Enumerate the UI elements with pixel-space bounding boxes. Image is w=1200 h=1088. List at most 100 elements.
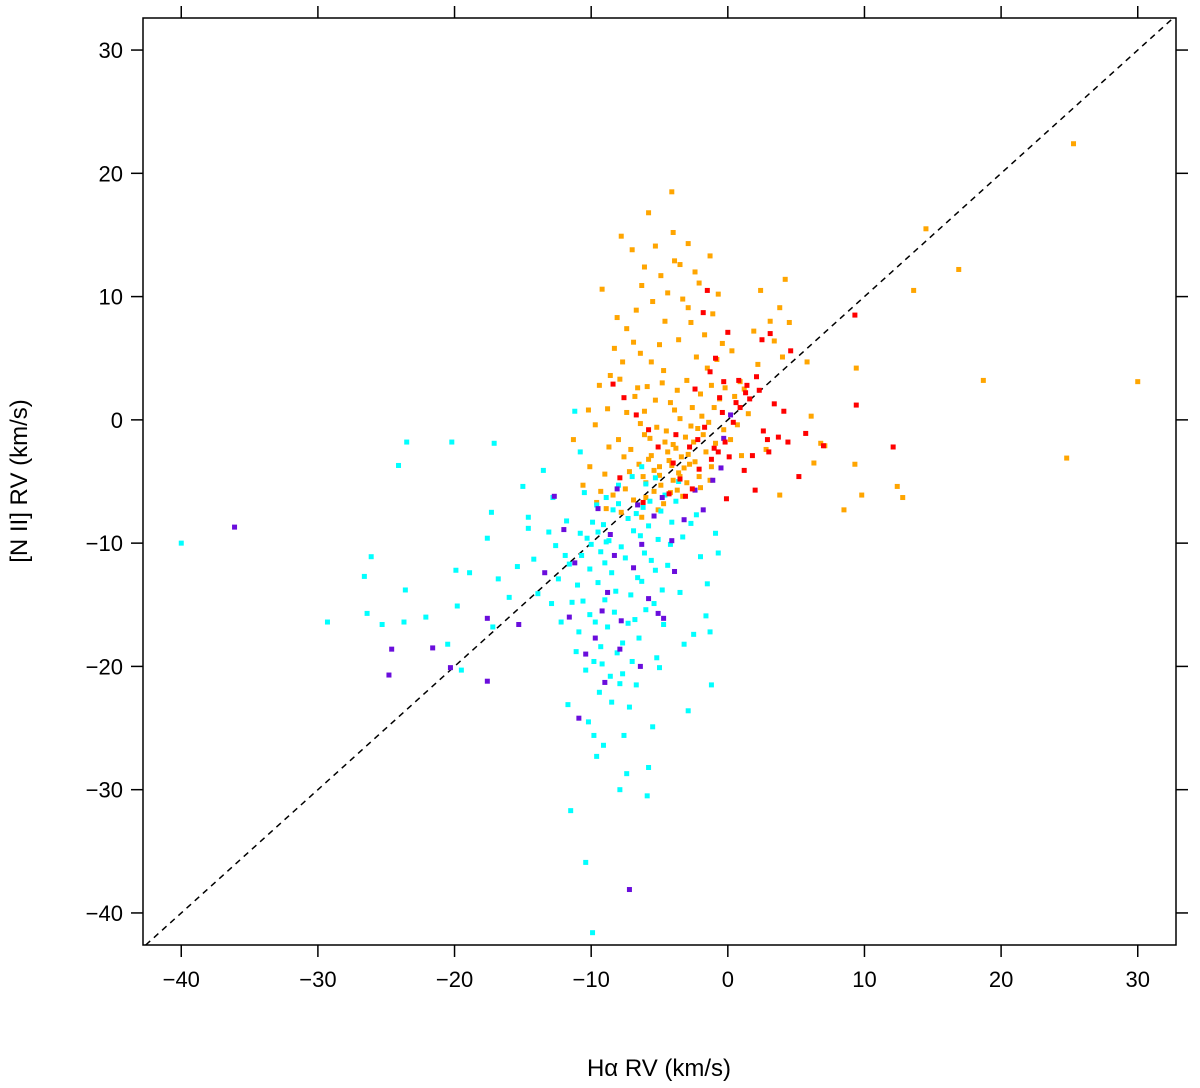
data-point	[583, 667, 589, 673]
x-axis-top-ticks	[180, 6, 1139, 18]
data-point	[632, 617, 638, 623]
data-point	[708, 464, 714, 470]
data-point	[721, 427, 727, 433]
data-point	[484, 535, 490, 541]
data-point	[745, 411, 751, 417]
y-tick-label: 20	[99, 161, 123, 186]
data-point	[700, 507, 706, 513]
data-point	[542, 570, 548, 576]
data-point	[609, 570, 615, 576]
data-point	[764, 437, 770, 443]
data-point	[625, 515, 631, 521]
data-point	[687, 461, 693, 467]
data-point	[711, 445, 717, 451]
data-point	[700, 310, 706, 316]
data-point	[655, 610, 661, 616]
data-point	[602, 597, 608, 603]
data-point	[637, 663, 643, 669]
data-point	[651, 467, 657, 473]
data-point	[700, 432, 706, 438]
data-point	[677, 262, 683, 268]
y-tick-label: 0	[111, 408, 123, 433]
data-point	[693, 512, 699, 518]
data-point	[622, 486, 628, 492]
data-point	[569, 599, 575, 605]
data-points	[178, 141, 1141, 936]
data-point	[732, 393, 738, 399]
data-point	[396, 462, 402, 468]
data-point	[624, 771, 630, 777]
data-point	[488, 509, 494, 515]
data-point	[637, 421, 643, 427]
data-point	[708, 456, 714, 462]
data-point	[673, 432, 679, 438]
data-point	[637, 350, 643, 356]
data-point	[631, 497, 637, 503]
data-point	[553, 543, 559, 549]
data-point	[689, 405, 695, 411]
data-point	[688, 520, 694, 526]
data-point	[685, 241, 691, 247]
data-point	[681, 465, 687, 471]
data-point	[719, 409, 725, 415]
data-point	[491, 440, 497, 446]
data-point	[617, 376, 623, 382]
data-point	[484, 615, 490, 621]
data-point	[692, 459, 698, 465]
data-point	[853, 365, 859, 371]
data-point	[691, 631, 697, 637]
data-point	[894, 483, 900, 489]
data-point	[633, 307, 639, 313]
data-point	[639, 578, 645, 584]
data-point	[617, 646, 623, 652]
data-point	[614, 650, 620, 656]
data-point	[617, 475, 623, 481]
data-point	[637, 533, 643, 539]
data-point	[607, 532, 613, 538]
data-point	[756, 387, 762, 393]
data-point	[616, 437, 622, 443]
data-point	[447, 665, 453, 671]
data-point	[594, 502, 600, 508]
data-point	[648, 359, 654, 365]
data-point	[646, 596, 652, 602]
data-point	[710, 477, 716, 483]
data-point	[702, 424, 708, 430]
data-point	[657, 665, 662, 671]
data-point	[754, 374, 760, 380]
data-point	[585, 719, 591, 725]
data-point	[667, 541, 673, 547]
data-point	[580, 598, 586, 604]
data-point	[677, 589, 683, 595]
data-point	[558, 619, 564, 625]
data-point	[631, 565, 637, 571]
data-point	[689, 486, 695, 492]
data-point	[704, 365, 710, 371]
data-point	[484, 678, 490, 684]
data-point	[232, 524, 238, 530]
data-point	[725, 329, 731, 335]
data-point	[707, 369, 713, 375]
x-tick-label: 0	[722, 967, 734, 992]
data-point	[677, 416, 683, 422]
data-point	[592, 619, 598, 625]
data-point	[641, 432, 647, 438]
data-point	[654, 424, 660, 430]
data-point	[514, 564, 520, 570]
data-point	[620, 359, 626, 365]
data-point	[595, 529, 601, 535]
data-point	[680, 296, 686, 302]
data-point	[636, 461, 642, 467]
data-point	[804, 359, 810, 365]
data-point	[449, 439, 455, 445]
data-point	[688, 319, 694, 325]
data-point	[647, 435, 653, 441]
data-point	[702, 332, 708, 338]
data-point	[766, 449, 772, 455]
data-point	[540, 467, 546, 473]
data-point	[659, 587, 665, 593]
data-point	[779, 354, 785, 360]
data-point	[605, 624, 611, 630]
data-point	[591, 732, 597, 738]
data-point	[617, 787, 623, 793]
